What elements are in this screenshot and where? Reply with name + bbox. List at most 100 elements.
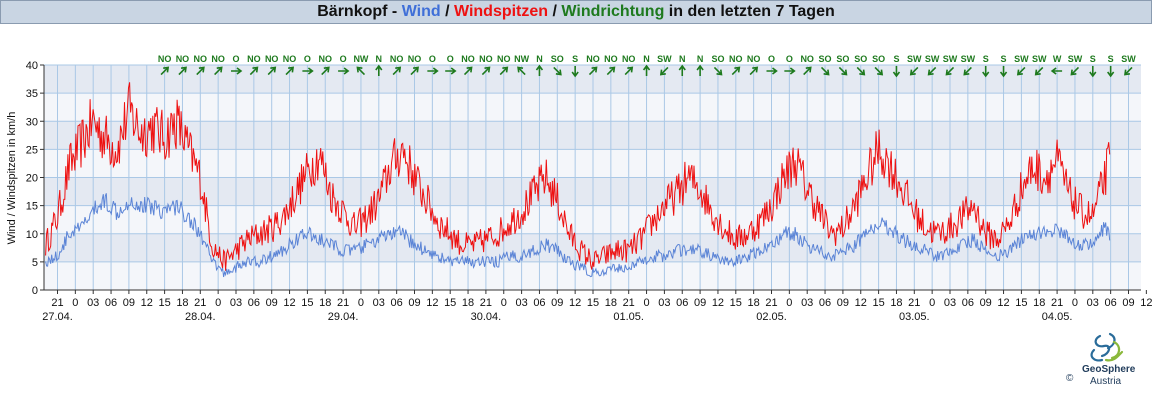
direction-label: O <box>340 54 347 64</box>
x-tick-label: 15 <box>301 297 313 309</box>
direction-label: NO <box>729 54 743 64</box>
wind-arrow-icon <box>749 66 759 76</box>
arrow-shape <box>927 66 937 76</box>
direction-label: SW <box>925 54 940 64</box>
wind-arrow-icon <box>999 66 1008 78</box>
arrow-shape <box>214 66 223 76</box>
direction-label: SW <box>907 54 922 64</box>
direction-label: SO <box>872 54 885 64</box>
date-label: 30.04. <box>471 311 502 323</box>
direction-label: NO <box>408 54 422 64</box>
wind-arrow-icon <box>874 66 884 76</box>
x-tick-label: 21 <box>194 297 206 309</box>
direction-label: NO <box>747 54 761 64</box>
arrow-shape <box>481 66 491 76</box>
direction-label: NO <box>604 54 618 64</box>
arrow-shape <box>1124 66 1133 76</box>
x-tick-label: 09 <box>694 297 706 309</box>
direction-label: SW <box>657 54 672 64</box>
arrow-shape <box>1034 66 1044 76</box>
x-tick-label: 0 <box>929 297 935 309</box>
x-tick-label: 03 <box>515 297 527 309</box>
wind-arrow-icon <box>820 66 830 76</box>
direction-label: SO <box>836 54 849 64</box>
arrow-shape <box>766 67 778 75</box>
x-tick-label: 09 <box>1122 297 1134 309</box>
x-tick-label: 18 <box>605 297 617 309</box>
arrow-shape <box>517 66 526 76</box>
direction-label: SW <box>961 54 976 64</box>
wind-arrow-icon <box>766 67 778 75</box>
direction-label: NO <box>158 54 172 64</box>
y-tick-label: 35 <box>26 88 38 100</box>
wind-arrow-icon <box>375 64 383 76</box>
arrow-shape <box>1016 66 1026 76</box>
wind-arrow-icon <box>784 67 796 75</box>
arrow-shape <box>606 66 616 76</box>
wind-arrow-icon <box>410 66 419 76</box>
direction-label: NO <box>622 54 636 64</box>
y-tick-label: 20 <box>26 173 38 185</box>
x-tick-label: 12 <box>569 297 581 309</box>
direction-label: N <box>679 54 686 64</box>
direction-label: NO <box>461 54 475 64</box>
x-tick-label: 06 <box>105 297 117 309</box>
date-label: 01.05. <box>613 311 644 323</box>
direction-label: O <box>447 54 454 64</box>
series-lines <box>45 82 1111 278</box>
title-gust: Windspitzen <box>453 3 549 20</box>
x-tick-label: 03 <box>87 297 99 309</box>
x-tick-label: 06 <box>533 297 545 309</box>
direction-label: NO <box>800 54 814 64</box>
x-tick-label: 15 <box>1015 297 1027 309</box>
title-wind: Wind <box>401 3 441 20</box>
wind-arrow-icon <box>481 66 491 76</box>
x-tick-label: 06 <box>819 297 831 309</box>
x-tick-label: 06 <box>391 297 403 309</box>
wind-arrow-icon <box>945 66 955 76</box>
direction-label: O <box>786 54 793 64</box>
x-tick-label: 15 <box>872 297 884 309</box>
arrow-shape <box>963 66 972 76</box>
date-label: 27.04. <box>42 311 73 323</box>
direction-label: NW <box>514 54 529 64</box>
arrow-shape <box>463 66 473 76</box>
x-tick-label: 12 <box>997 297 1009 309</box>
y-tick-label: 40 <box>26 60 38 72</box>
arrow-shape <box>375 64 383 76</box>
x-tick-label: 09 <box>551 297 563 309</box>
arrow-shape <box>196 66 205 76</box>
x-tick-label: 0 <box>643 297 649 309</box>
direction-label: O <box>304 54 311 64</box>
x-tick-label: 03 <box>658 297 670 309</box>
direction-label: SO <box>551 54 564 64</box>
direction-label: NO <box>265 54 279 64</box>
date-label: 02.05. <box>756 311 787 323</box>
arrow-shape <box>642 64 651 76</box>
direction-label: S <box>1108 54 1114 64</box>
arrow-shape <box>1070 66 1080 76</box>
arrow-shape <box>427 67 439 75</box>
arrow-shape <box>160 66 170 76</box>
direction-label: SW <box>943 54 958 64</box>
x-tick-label: 21 <box>51 297 63 309</box>
x-tick-label: 15 <box>444 297 456 309</box>
wind-arrow-icon <box>1124 66 1133 76</box>
arrow-shape <box>445 67 457 75</box>
title-direction: Windrichtung <box>561 3 665 20</box>
title-sep-2: / <box>440 3 454 20</box>
arrow-shape <box>321 66 330 76</box>
arrow-shape <box>945 66 955 76</box>
wind-arrow-icon <box>909 66 919 76</box>
wind-arrow-icon <box>1016 66 1026 76</box>
wind-arrow-icon <box>803 66 812 76</box>
arrow-shape <box>1107 66 1115 78</box>
wind-arrow-icon <box>231 67 243 75</box>
arrow-shape <box>659 66 669 76</box>
x-tick-label: 15 <box>730 297 742 309</box>
wind-arrow-icon <box>196 66 205 76</box>
arrow-shape <box>553 66 562 76</box>
direction-label: SW <box>1121 54 1136 64</box>
wind-arrow-icon <box>160 66 170 76</box>
